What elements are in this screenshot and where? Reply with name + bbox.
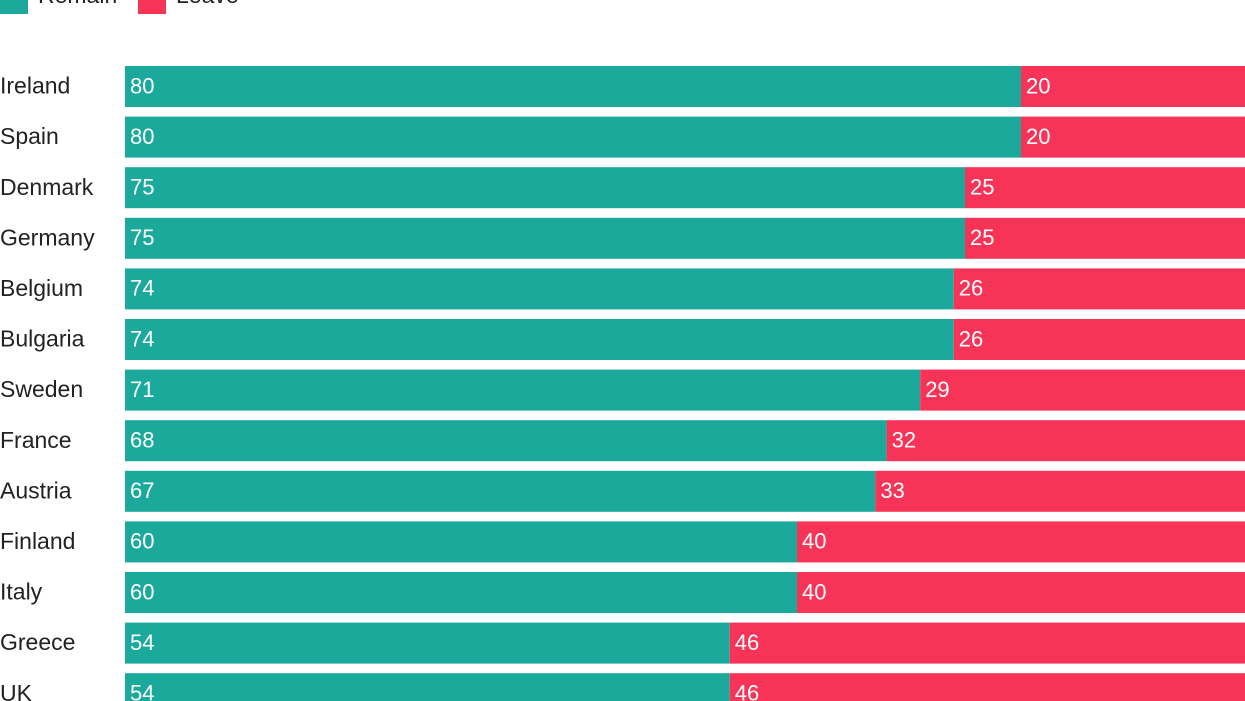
y-tick-label: Finland — [0, 528, 75, 554]
y-tick-label: Bulgaria — [0, 326, 85, 352]
legend-swatch — [138, 0, 166, 14]
bar-segment — [1021, 116, 1245, 158]
value-label: 74 — [130, 326, 154, 351]
y-tick-label: Denmark — [0, 174, 94, 200]
value-label: 75 — [130, 175, 154, 200]
value-label: 26 — [959, 276, 983, 301]
bar-segment — [125, 268, 954, 310]
bar-segment — [965, 167, 1245, 209]
value-label: 26 — [959, 326, 983, 351]
value-label: 20 — [1026, 124, 1050, 149]
value-label: 75 — [130, 225, 154, 250]
value-label: 40 — [802, 579, 826, 604]
bar-segment — [125, 673, 730, 701]
value-label: 32 — [892, 428, 916, 453]
bar-segment — [1021, 66, 1245, 107]
bar-segment — [125, 116, 1021, 158]
legend-swatch — [0, 0, 28, 14]
value-label: 60 — [130, 579, 154, 604]
bar-segment — [125, 572, 797, 613]
y-tick-label: Austria — [0, 477, 72, 503]
y-tick-label: Spain — [0, 123, 59, 149]
bar-segment — [125, 470, 876, 512]
y-tick-label: Germany — [0, 224, 95, 250]
y-tick-label: UK — [0, 680, 33, 701]
value-label: 25 — [970, 225, 994, 250]
value-label: 80 — [130, 124, 154, 149]
value-label: 33 — [880, 478, 904, 503]
bar-segment — [965, 217, 1245, 259]
value-label: 74 — [130, 276, 154, 301]
legend-label: Remain — [38, 0, 117, 8]
y-tick-label: Italy — [0, 579, 43, 605]
bar-segment — [886, 420, 1245, 462]
y-tick-label: Greece — [0, 629, 75, 655]
value-label: 71 — [130, 377, 154, 402]
bar-segment — [125, 622, 730, 664]
bar-segment — [953, 319, 1245, 360]
bar-segment — [125, 369, 921, 411]
value-label: 46 — [735, 630, 759, 655]
legend-label: Leave — [176, 0, 239, 8]
value-label: 54 — [130, 630, 154, 655]
value-label: 46 — [735, 681, 759, 701]
bar-segment — [125, 217, 965, 259]
bar-segment — [797, 521, 1245, 563]
y-tick-label: France — [0, 427, 72, 453]
bar-segment — [125, 167, 965, 209]
bar-segment — [953, 268, 1245, 310]
y-tick-label: Belgium — [0, 275, 83, 301]
value-label: 20 — [1026, 73, 1050, 98]
value-label: 80 — [130, 73, 154, 98]
bar-segment — [797, 572, 1245, 613]
bar-segment — [729, 622, 1245, 664]
value-label: 40 — [802, 529, 826, 554]
bar-segment — [125, 66, 1021, 107]
bar-segment — [125, 319, 954, 360]
value-label: 29 — [925, 377, 949, 402]
value-label: 60 — [130, 529, 154, 554]
value-label: 25 — [970, 175, 994, 200]
value-label: 67 — [130, 478, 154, 503]
value-label: 54 — [130, 681, 154, 701]
bar-segment — [875, 470, 1245, 512]
bar-segment — [125, 521, 797, 563]
bar-segment — [920, 369, 1245, 411]
bar-segment — [729, 673, 1245, 701]
y-tick-label: Ireland — [0, 73, 70, 99]
bar-segment — [125, 420, 887, 462]
value-label: 68 — [130, 428, 154, 453]
y-tick-label: Sweden — [0, 376, 83, 402]
